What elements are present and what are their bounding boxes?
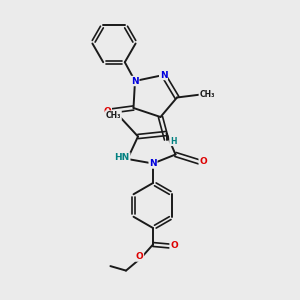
Text: CH₃: CH₃ <box>199 90 215 99</box>
Text: N: N <box>149 159 157 168</box>
Text: HN: HN <box>115 153 130 162</box>
Text: N: N <box>160 70 167 80</box>
Text: O: O <box>170 242 178 250</box>
Text: N: N <box>131 76 139 85</box>
Text: O: O <box>199 158 207 166</box>
Text: O: O <box>136 252 143 261</box>
Text: H: H <box>170 136 176 146</box>
Text: O: O <box>103 106 111 116</box>
Text: CH₃: CH₃ <box>106 111 121 120</box>
